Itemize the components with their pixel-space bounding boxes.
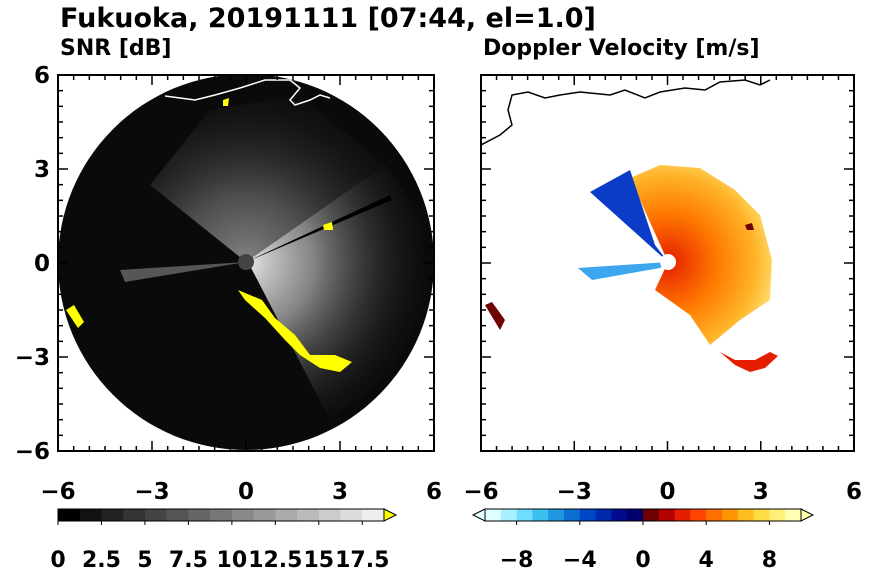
velocity-colorbar-swatch (500, 509, 518, 521)
velocity-colorbar-swatch (769, 509, 786, 521)
velocity-colorbar-swatch (753, 509, 770, 521)
snr-ticks: −6 −3 0 3 6 −6 −3 0 3 6 (15, 63, 442, 505)
velocity-clutter-west (485, 302, 505, 330)
snr-colorbar-label: 17.5 (335, 548, 389, 570)
velocity-colorbar-swatch (658, 509, 676, 521)
velocity-x-tick-label: 0 (659, 479, 675, 505)
snr-x-tick-label: 3 (332, 479, 348, 505)
snr-blocked-beam (246, 195, 392, 262)
velocity-x-tick-label: 6 (846, 479, 862, 505)
snr-echo-beam-west (120, 262, 246, 282)
snr-colorbar-swatch (166, 509, 189, 521)
velocity-colorbar-swatch (532, 509, 549, 521)
snr-colorbar-label: 10 (217, 548, 248, 570)
velocity-clutter-southeast (720, 352, 778, 372)
snr-echo-sector-north (150, 95, 385, 262)
snr-colorbar-label: 7.5 (169, 548, 208, 570)
velocity-x-tick-label: −6 (463, 479, 498, 505)
velocity-x-tick-label: 3 (753, 479, 769, 505)
snr-y-tick-label: 3 (34, 157, 50, 183)
velocity-colorbar-swatch (595, 509, 612, 521)
velocity-clutter-east (745, 223, 754, 230)
snr-panel: SNR [dB] −6 −3 0 3 6 −6 −3 0 3 6 (15, 36, 442, 505)
velocity-colorbar-swatch (722, 509, 739, 521)
velocity-colorbar-label: −4 (563, 548, 597, 570)
snr-colorbar-extend-max (383, 508, 398, 522)
velocity-colorbar-swatch (785, 509, 802, 521)
velocity-colorbar-swatch (548, 509, 565, 521)
snr-echo-sector (246, 165, 430, 420)
snr-y-tick-label: −3 (15, 345, 50, 371)
velocity-colorbar-label: −8 (500, 548, 534, 570)
velocity-colorbar-swatch (627, 509, 644, 521)
velocity-panel: Doppler Velocity [m/s] −6 −3 0 3 6 (463, 36, 862, 505)
snr-colorbar-swatch (231, 509, 255, 521)
snr-colorbar-swatch (297, 509, 320, 521)
snr-colorbar-swatch (79, 509, 102, 521)
velocity-x-tick-label: −3 (557, 479, 592, 505)
snr-colorbar-swatch (318, 509, 342, 521)
velocity-colorbar-swatch (579, 509, 597, 521)
snr-clutter-southeast (238, 290, 352, 372)
snr-colorbar-swatch (144, 509, 168, 521)
velocity-colorbar-swatch (737, 509, 755, 521)
snr-colorbar-frame (57, 508, 385, 522)
velocity-colorbar-swatch (485, 509, 502, 521)
velocity-colorbar-extend-min (471, 508, 486, 522)
snr-colorbar-swatch (362, 509, 385, 521)
snr-colorbar-swatch (340, 509, 363, 521)
snr-clutter-east (323, 222, 333, 230)
velocity-colorbar-swatch (611, 509, 628, 521)
velocity-colorbar: −8 −4 0 4 8 (471, 508, 815, 570)
snr-panel-title: SNR [dB] (60, 36, 171, 61)
velocity-colorbar-extend-max (800, 508, 815, 522)
snr-colorbar-swatch (253, 509, 276, 521)
velocity-receding-echo (630, 165, 772, 345)
velocity-colorbar-label: 4 (699, 548, 714, 570)
velocity-ticks: −6 −3 0 3 6 (463, 74, 862, 505)
snr-colorbar-swatch (275, 509, 298, 521)
snr-radar-center (238, 254, 254, 270)
snr-colorbar: 0 2.5 5 7.5 10 12.5 15 17.5 (50, 508, 398, 570)
velocity-approaching-echo-north (590, 170, 668, 262)
snr-colorbar-swatch (210, 509, 233, 521)
velocity-plot-area (481, 79, 778, 372)
snr-clutter-west (66, 305, 84, 328)
snr-colorbar-label: 15 (303, 548, 334, 570)
velocity-colorbar-swatch (674, 509, 691, 521)
velocity-coastline (481, 79, 771, 146)
snr-colorbar-label: 2.5 (82, 548, 121, 570)
snr-y-tick-label: 0 (34, 251, 50, 277)
snr-colorbar-swatch (58, 509, 81, 521)
snr-plot-area (58, 75, 434, 450)
snr-y-tick-label: 6 (34, 63, 50, 89)
velocity-approaching-echo-west (578, 262, 668, 280)
velocity-radar-center (660, 254, 676, 270)
snr-coastline (164, 79, 331, 106)
snr-x-tick-label: −6 (40, 479, 75, 505)
snr-colorbar-swatch (188, 509, 211, 521)
velocity-colorbar-label: 0 (635, 548, 650, 570)
snr-colorbar-swatch (123, 509, 146, 521)
snr-x-tick-label: −3 (134, 479, 169, 505)
snr-colorbar-label: 5 (137, 548, 152, 570)
snr-x-tick-label: 6 (426, 479, 442, 505)
velocity-colorbar-swatch (643, 509, 660, 521)
figure-title: Fukuoka, 20191111 [07:44, el=1.0] (60, 3, 596, 34)
snr-y-tick-label: −6 (15, 439, 50, 465)
velocity-colorbar-swatch (706, 509, 723, 521)
velocity-panel-title: Doppler Velocity [m/s] (483, 36, 760, 61)
snr-x-tick-label: 0 (238, 479, 254, 505)
snr-clutter-north (223, 98, 229, 106)
snr-colorbar-swatch (101, 509, 124, 521)
velocity-colorbar-swatch (564, 509, 581, 521)
velocity-colorbar-label: 8 (762, 548, 777, 570)
velocity-colorbar-swatch (690, 509, 707, 521)
velocity-colorbar-swatch (516, 509, 533, 521)
snr-colorbar-label: 0 (50, 548, 65, 570)
snr-colorbar-label: 12.5 (248, 548, 302, 570)
